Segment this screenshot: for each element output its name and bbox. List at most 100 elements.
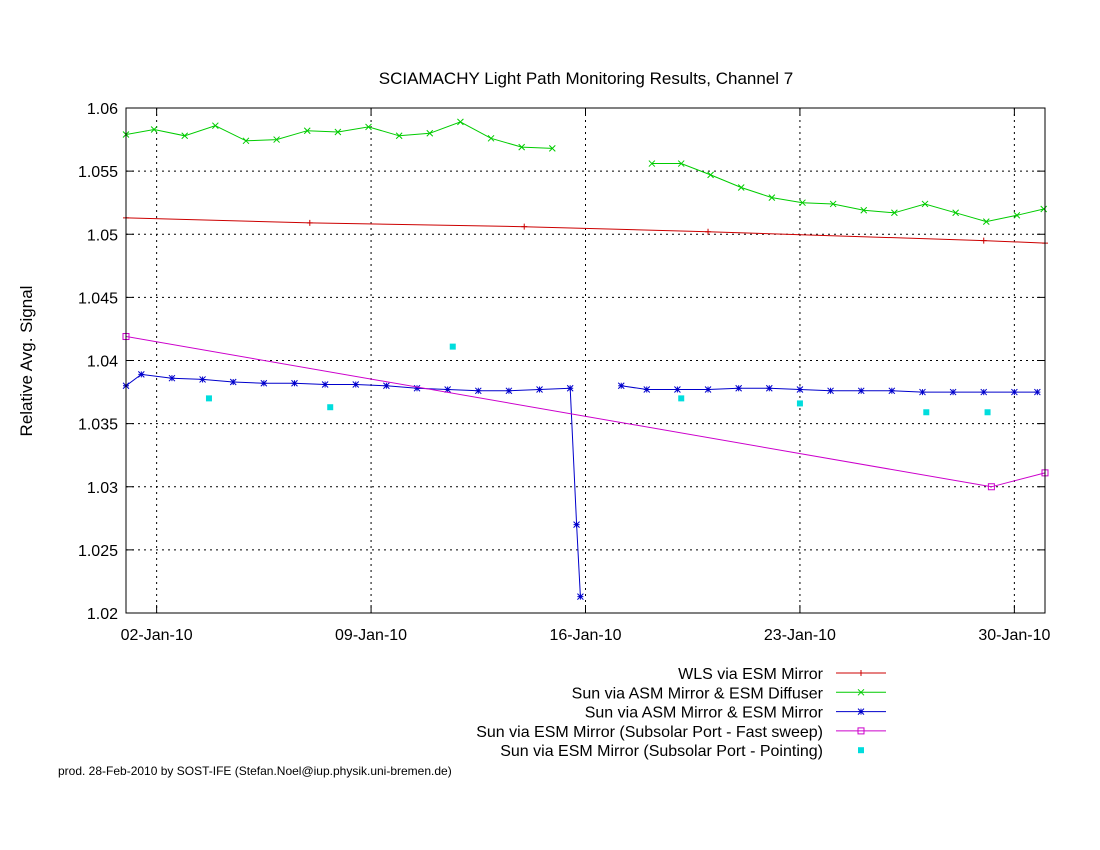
data-point	[474, 387, 482, 395]
data-point	[168, 374, 176, 382]
data-point	[444, 386, 452, 393]
y-tick-label: 1.04	[87, 354, 118, 371]
data-point	[1013, 211, 1021, 219]
data-point	[505, 387, 513, 395]
data-point	[457, 118, 464, 126]
legend: WLS via ESM Mirror Sun via ASM Mirror & E…	[476, 666, 886, 760]
data-point	[674, 386, 681, 393]
data-point	[765, 384, 773, 392]
y-axis-label: Relative Avg. Signal	[17, 286, 36, 437]
data-point	[982, 218, 990, 225]
data-point	[211, 122, 219, 130]
legend-marker	[858, 747, 864, 754]
data-point	[1011, 388, 1018, 396]
data-point	[796, 386, 804, 393]
data-point	[888, 387, 896, 395]
data-point	[413, 384, 421, 392]
data-point	[321, 381, 329, 388]
x-tick-label: 16-Jan-10	[549, 627, 621, 644]
legend-label: Sun via ESM Mirror (Subsolar Port - Fast…	[476, 724, 823, 741]
series-group	[122, 118, 1049, 600]
x-tick-label: 30-Jan-10	[978, 627, 1050, 644]
data-point	[643, 386, 651, 393]
data-point	[352, 381, 360, 388]
data-point	[704, 386, 712, 393]
y-tick-label: 1.05	[87, 227, 118, 244]
data-point	[242, 137, 250, 145]
series-line	[125, 121, 1044, 223]
legend-marker	[857, 727, 865, 735]
data-point	[273, 136, 280, 143]
legend-label: WLS via ESM Mirror	[678, 666, 824, 683]
x-tick-label: 02-Jan-10	[121, 627, 193, 644]
data-point	[891, 209, 898, 217]
data-point	[199, 376, 206, 383]
data-point	[735, 384, 743, 392]
data-point	[987, 483, 995, 491]
data-point	[303, 127, 311, 135]
data-point	[952, 209, 960, 217]
data-point	[577, 593, 584, 600]
data-point	[648, 160, 656, 167]
data-point	[306, 219, 313, 226]
series-3	[122, 333, 1049, 491]
data-point	[521, 223, 528, 230]
data-point	[518, 143, 526, 151]
y-tick-label: 1.03	[87, 480, 118, 497]
data-point	[829, 200, 837, 208]
data-point	[919, 388, 926, 396]
data-point	[799, 199, 806, 207]
data-point	[260, 379, 268, 387]
data-point	[181, 132, 189, 140]
data-point	[137, 371, 145, 378]
data-point	[827, 387, 834, 395]
grid	[126, 108, 1045, 613]
y-tick-label: 1.025	[78, 543, 118, 560]
data-point	[1033, 388, 1041, 396]
data-point	[327, 404, 334, 411]
data-point	[536, 386, 543, 393]
data-point	[980, 237, 987, 244]
data-point	[857, 387, 865, 395]
data-point	[617, 382, 625, 390]
series-4	[205, 343, 991, 416]
data-point	[548, 145, 556, 152]
data-point	[205, 395, 212, 402]
data-point	[566, 384, 574, 392]
data-point	[449, 343, 456, 350]
series-line	[125, 336, 1046, 488]
data-point	[949, 388, 957, 396]
data-point	[677, 160, 685, 167]
data-point	[426, 129, 434, 137]
series-line	[125, 373, 1038, 597]
series-line	[125, 217, 1046, 244]
data-point	[768, 194, 776, 201]
data-point	[737, 184, 745, 191]
y-tick-label: 1.02	[87, 606, 118, 623]
data-point	[860, 206, 868, 214]
data-point	[705, 228, 712, 235]
data-point	[984, 409, 991, 416]
data-point	[383, 382, 390, 390]
data-point	[291, 379, 298, 387]
data-point	[487, 134, 495, 142]
data-point	[980, 388, 988, 396]
data-point	[365, 123, 372, 131]
series-1	[122, 118, 1048, 225]
data-point	[334, 128, 342, 136]
y-tick-label: 1.035	[78, 417, 118, 434]
data-point	[796, 400, 803, 407]
data-point	[150, 126, 158, 133]
data-point	[229, 378, 237, 386]
data-point	[923, 409, 930, 416]
legend-marker	[857, 708, 865, 715]
x-tick-label: 23-Jan-10	[764, 627, 836, 644]
chart-title: SCIAMACHY Light Path Monitoring Results,…	[379, 69, 794, 88]
data-point	[573, 521, 580, 528]
series-2	[122, 371, 1041, 600]
data-point	[678, 395, 685, 402]
y-tick-label: 1.045	[78, 290, 118, 307]
production-credit: prod. 28-Feb-2010 by SOST-IFE (Stefan.No…	[58, 764, 452, 778]
legend-marker	[857, 688, 865, 696]
